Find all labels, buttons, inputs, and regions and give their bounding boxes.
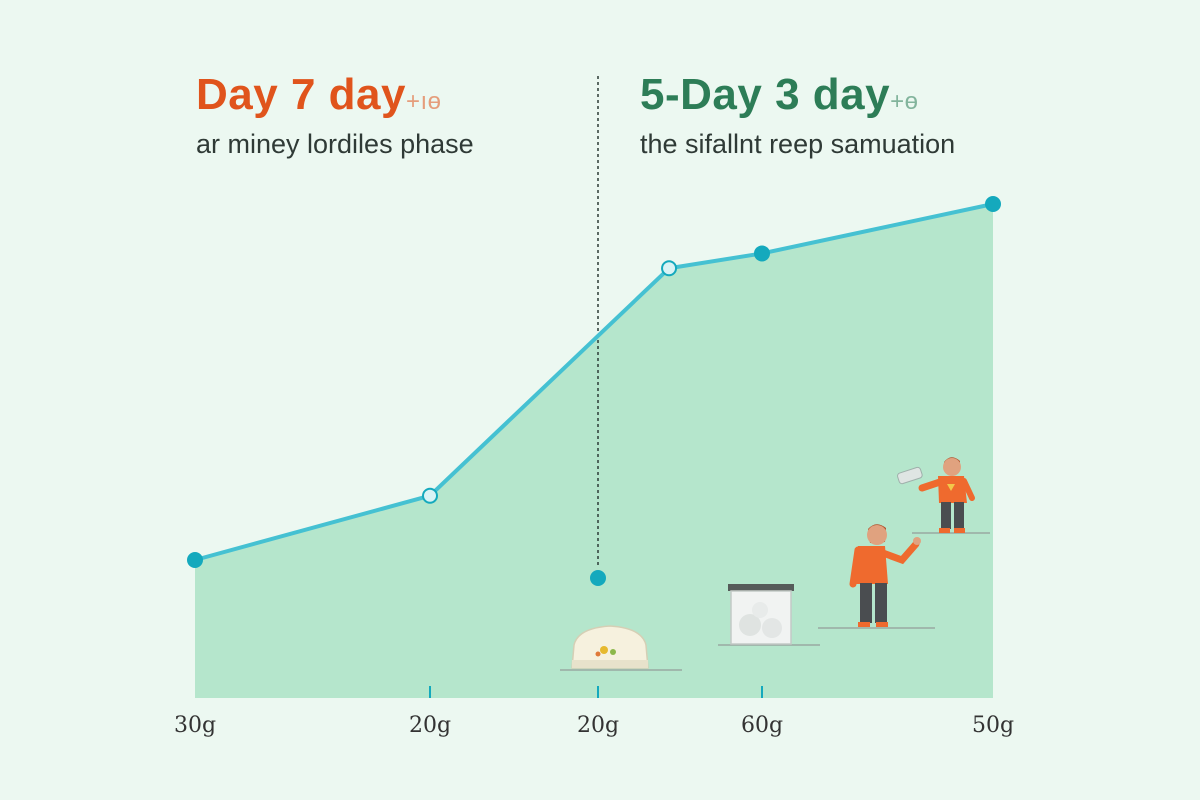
- data-points: [187, 196, 1001, 568]
- x-tick-label: 20g: [577, 713, 619, 738]
- x-tick-label: 60g: [741, 713, 783, 738]
- x-tick-label: 50g: [972, 713, 1014, 738]
- person-reaching-icon: [818, 524, 935, 629]
- left-heading: Day 7 day+ıө: [196, 70, 442, 120]
- data-point: [754, 245, 770, 262]
- x-axis-ticks: 30g 20g 20g 60g 50g: [174, 686, 1014, 738]
- person-holding-bottle-icon: [897, 457, 990, 534]
- data-point: [985, 196, 1001, 212]
- divider-point: [590, 570, 606, 586]
- storage-container-icon: [718, 584, 820, 646]
- right-subheading: the sifallnt reep samuation: [640, 129, 956, 159]
- food-tray-icon: [560, 625, 682, 671]
- data-point: [422, 487, 438, 504]
- right-heading: 5-Day 3 day+ө: [640, 70, 918, 120]
- data-point: [187, 552, 203, 568]
- x-tick-label: 20g: [409, 713, 451, 738]
- area-fill: [195, 204, 993, 698]
- right-heading-suffix: +ө: [890, 88, 919, 115]
- left-heading-suffix: +ıө: [405, 88, 442, 115]
- left-heading-text: Day 7 day: [196, 70, 406, 119]
- right-heading-text: 5-Day 3 day: [640, 70, 891, 119]
- left-subheading: ar miney lordiles phase: [196, 129, 474, 159]
- x-tick-label: 30g: [174, 713, 216, 738]
- data-point: [661, 260, 678, 277]
